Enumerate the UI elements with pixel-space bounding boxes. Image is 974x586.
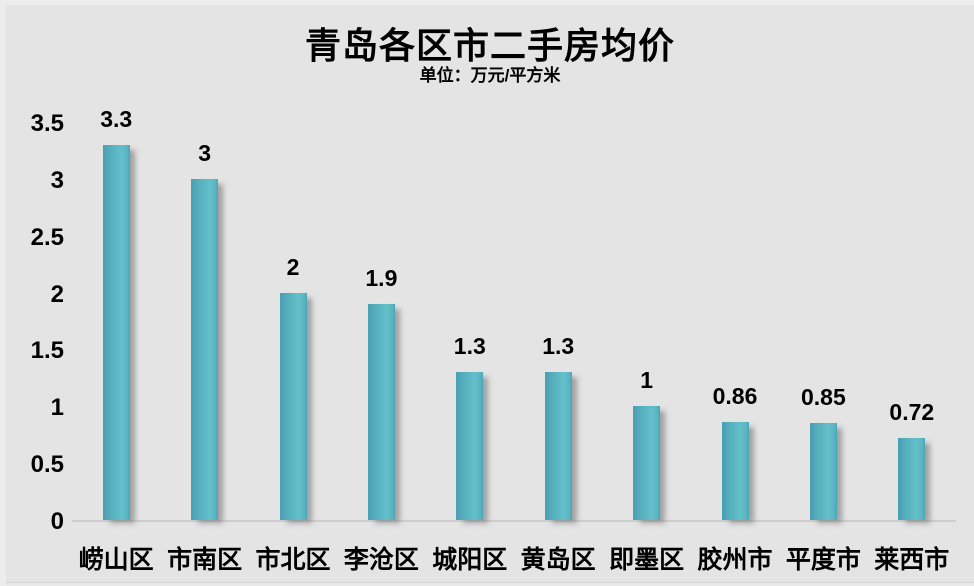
category-label: 平度市	[785, 546, 861, 574]
bar	[544, 372, 572, 520]
bar-value-label: 2	[286, 254, 300, 280]
category-label: 城阳区	[432, 546, 508, 574]
category-label: 胶州市	[697, 546, 773, 574]
bar	[367, 304, 395, 520]
bar-value-label: 1.3	[453, 333, 486, 359]
y-axis-tick-label: 1	[50, 394, 64, 422]
bar	[898, 438, 926, 520]
bar	[721, 422, 749, 520]
y-axis-tick-label: 0.5	[30, 451, 64, 479]
plot-area: 3.3 崂山区 3 市南区 2 市北区 1.9 李沧区 1.3 城阳区 1.3 黄岛区 1 即墨区 0.86…	[72, 106, 956, 574]
bar-value-label: 3.3	[100, 106, 133, 132]
bar	[809, 423, 837, 520]
bar-value-label: 1.3	[542, 333, 575, 359]
bar-value-label: 0.86	[712, 383, 758, 409]
bar	[279, 293, 307, 520]
y-axis-tick-label: 1.5	[30, 337, 64, 365]
y-axis-tick-label: 3	[50, 166, 64, 194]
chart-bottom-border	[6, 582, 974, 583]
chart-title: 青岛各区市二手房均价	[304, 25, 675, 66]
category-label: 市南区	[167, 546, 243, 574]
y-axis-tick-label: 2	[50, 280, 64, 308]
bar-value-label: 0.85	[801, 384, 846, 410]
bar-value-label: 1.9	[365, 265, 398, 291]
category-label: 即墨区	[609, 546, 685, 574]
bar-value-label: 1	[640, 367, 653, 393]
chart-bottom-edge	[6, 583, 974, 586]
category-label: 崂山区	[78, 546, 154, 574]
category-label: 莱西市	[874, 546, 950, 574]
category-label: 市北区	[255, 546, 331, 574]
y-axis-tick-label: 2.5	[30, 223, 64, 251]
bar	[633, 406, 661, 520]
y-axis-tick-label: 0	[50, 508, 64, 535]
category-label: 李沧区	[343, 546, 419, 574]
chart-subtitle: 单位：万元/平方米	[419, 66, 561, 85]
category-label: 黄岛区	[520, 546, 596, 574]
bar-value-label: 0.72	[889, 399, 935, 425]
bar	[102, 145, 130, 520]
bar-value-label: 3	[198, 140, 211, 166]
bar	[191, 179, 219, 520]
bar	[456, 372, 484, 520]
y-axis-tick-label: 3.5	[30, 110, 64, 137]
